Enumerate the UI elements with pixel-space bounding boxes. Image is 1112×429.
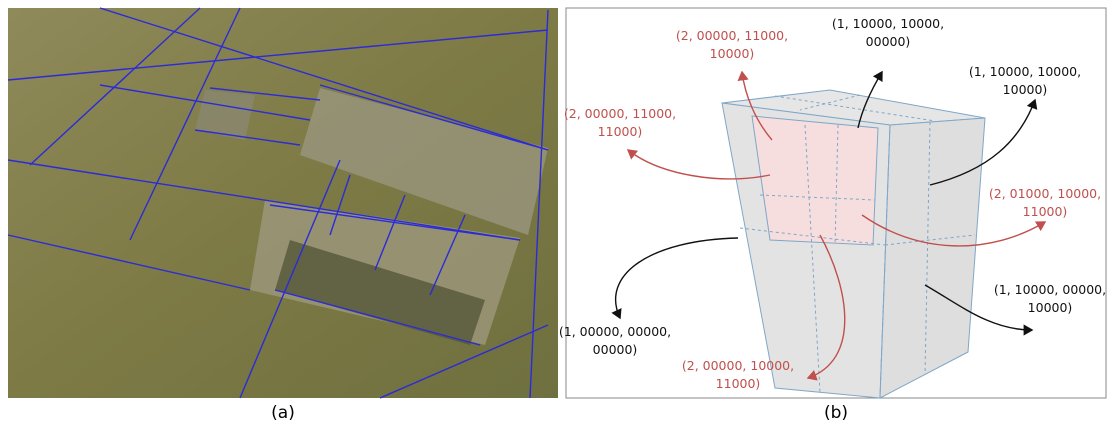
annotation: (2, 00000, 11000, 11000) — [564, 106, 676, 139]
annotation: (2, 01000, 10000, 11000) — [989, 186, 1101, 219]
annotation-line: 11000) — [1023, 204, 1068, 219]
annotation-line: (1, 10000, 10000, — [969, 64, 1081, 79]
annotation: (1, 10000, 00000, 10000) — [994, 282, 1106, 315]
annotation-line: 10000) — [1028, 300, 1073, 315]
annotation-line: 11000) — [716, 376, 761, 391]
annotation-line: (2, 01000, 10000, — [989, 186, 1101, 201]
annotation: (1, 10000, 10000, 00000) — [832, 16, 944, 49]
arrows — [611, 70, 1047, 381]
annotation-line: (1, 10000, 00000, — [994, 282, 1106, 297]
annotation-line: (1, 10000, 10000, — [832, 16, 944, 31]
annotation-line: (1, 00000, 00000, — [559, 324, 671, 339]
terrain-render — [7, 7, 558, 399]
annotation-line: 00000) — [593, 342, 638, 357]
panel-label: (b) — [824, 403, 848, 423]
annotation: (1, 10000, 10000, 10000) — [969, 64, 1081, 97]
annotation-line: (2, 00000, 11000, — [564, 106, 676, 121]
annotation-line: 10000) — [1003, 82, 1048, 97]
annotation-line: 11000) — [598, 124, 643, 139]
annotation-line: 00000) — [866, 34, 911, 49]
annotation-line: 10000) — [710, 46, 755, 61]
annotation-line: (2, 00000, 10000, — [682, 358, 794, 373]
annotation-line: (2, 00000, 11000, — [676, 28, 788, 43]
annotation: (1, 00000, 00000, 00000) — [559, 324, 671, 357]
annotation: (2, 00000, 11000, 10000) — [676, 28, 788, 61]
panel-label: (a) — [271, 403, 295, 423]
annotation: (2, 00000, 10000, 11000) — [682, 358, 794, 391]
